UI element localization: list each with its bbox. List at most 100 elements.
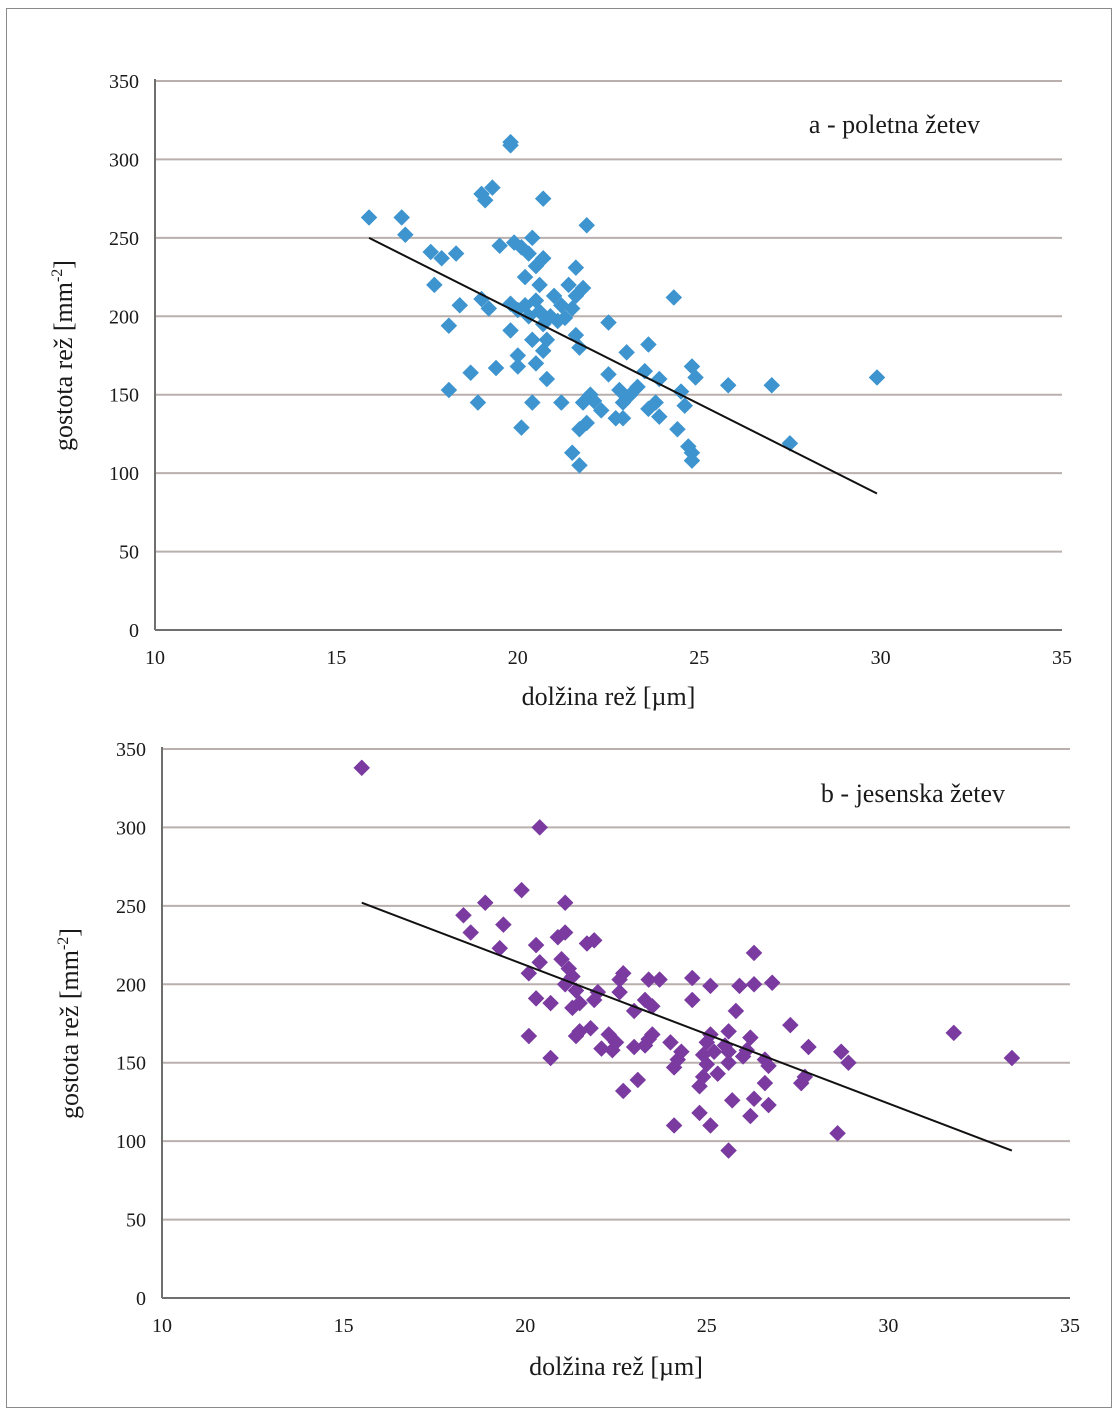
- chart-b-data-point: [720, 1142, 737, 1159]
- chart-b-data-point: [683, 991, 701, 1009]
- chart-b-trend-line: [361, 901, 1013, 1152]
- chart-a-data-point: [534, 249, 552, 267]
- chart-b-data-point: [455, 906, 472, 924]
- chart-b-data-point: [520, 1027, 538, 1045]
- chart-b-y-tick-label: 150: [116, 1053, 146, 1075]
- chart-b-data-point: [691, 1104, 708, 1122]
- chart-a-data-point: [571, 339, 588, 357]
- chart-b-y-tick-label: 300: [116, 817, 146, 839]
- chart-b-data-point: [945, 1024, 963, 1042]
- chart-b-y-tick-label: 250: [116, 896, 146, 918]
- chart-a-data-point: [868, 369, 886, 386]
- chart-a-data-point: [523, 331, 541, 349]
- chart-a-data-point: [563, 300, 581, 317]
- chart-panel-a: 0 50 100 150 200 250 300 350 10 15 20 25 30 35 a - pol…: [49, 71, 1072, 711]
- chart-b-y-label-end: ]: [55, 928, 84, 937]
- chart-b-data-point: [614, 964, 632, 982]
- chart-b-data-point: [593, 1040, 610, 1057]
- figure-frame: [6, 8, 1112, 1408]
- chart-b-data-point: [462, 924, 480, 941]
- chart-b-x-tick-label: 15: [334, 1315, 354, 1337]
- chart-panel-b: 0 50 100 150 200 250 300 350 10 15 20 25 30 35 b - jes…: [55, 739, 1080, 1381]
- chart-b-y-axis-label: gostota rež [mm-2]: [55, 928, 84, 1119]
- chart-a-x-axis-label: dolžina rež [µm]: [522, 682, 696, 711]
- chart-a-x-tick-label: 35: [1052, 647, 1072, 669]
- chart-a-data-point: [560, 276, 577, 294]
- chart-b-x-tick-label: 25: [697, 1315, 717, 1337]
- chart-a-y-label-end: ]: [49, 260, 78, 269]
- chart-b-data-point: [756, 1074, 774, 1092]
- chart-a-data-point: [600, 365, 617, 383]
- chart-a-data-point: [360, 209, 378, 226]
- chart-a-data-point: [396, 226, 414, 244]
- chart-b-data-point: [643, 1026, 661, 1043]
- chart-b-data-point: [745, 1090, 763, 1108]
- chart-a-data-point: [672, 383, 690, 400]
- chart-b-data-point: [520, 964, 538, 982]
- chart-a-data-point: [491, 237, 509, 255]
- chart-b-title: b - jesenska žetev: [821, 779, 1005, 808]
- chart-a-data-point: [538, 370, 556, 388]
- chart-b-data-point: [495, 916, 512, 934]
- chart-b-data-point: [702, 977, 719, 995]
- chart-a-data-point: [676, 397, 694, 415]
- chart-a-data-point: [629, 378, 646, 396]
- chart-a-y-tick-label: 300: [109, 149, 139, 171]
- chart-b-data-point: [702, 1026, 719, 1043]
- chart-b-data-point: [720, 1043, 737, 1061]
- chart-b-data-point: [571, 994, 589, 1012]
- chart-a-data-point: [719, 376, 737, 394]
- chart-b-data-point: [760, 1057, 777, 1075]
- chart-b-data-point: [651, 971, 668, 988]
- chart-a-data-point: [545, 287, 563, 305]
- chart-a-data-point: [462, 364, 479, 382]
- chart-b-data-point: [527, 936, 545, 954]
- chart-a-x-tick-label: 25: [689, 647, 709, 669]
- chart-a-y-tick-label: 50: [119, 542, 139, 564]
- chart-b-data-point: [673, 1043, 690, 1061]
- chart-a-data-point: [469, 394, 487, 411]
- chart-a-y-axis-label: gostota rež [mm-2]: [49, 260, 78, 451]
- chart-b-data-point: [553, 950, 570, 968]
- chart-a-data-point: [480, 300, 498, 317]
- chart-a-y-label-main: gostota rež [mm: [49, 282, 78, 451]
- chart-b-x-axis-label: dolžina rež [µm]: [529, 1352, 703, 1381]
- chart-a-data-point: [647, 394, 665, 411]
- chart-a-data-point: [520, 245, 538, 262]
- chart-b-data-point: [760, 1096, 777, 1114]
- chart-b-y-tick-label: 200: [116, 974, 146, 996]
- chart-a-data-point: [523, 229, 541, 247]
- chart-a-data-point: [600, 314, 617, 331]
- chart-a-data-point: [585, 392, 603, 410]
- chart-b-y-label-sup: -2: [55, 937, 72, 950]
- chart-b-data-point: [353, 759, 371, 777]
- chart-a-data-point: [502, 322, 519, 339]
- chart-a-x-tick-label: 10: [145, 647, 165, 669]
- chart-b-data-point: [683, 969, 701, 987]
- chart-a-data-point: [614, 409, 632, 427]
- chart-a-data-point: [538, 331, 556, 349]
- chart-b-data-point: [582, 1019, 599, 1037]
- chart-b-y-tick-label: 50: [126, 1210, 146, 1232]
- chart-b-data-point: [1003, 1049, 1021, 1067]
- chart-a-data-point: [531, 276, 548, 294]
- chart-b-data-point: [702, 1117, 719, 1134]
- chart-b-data-point: [742, 1029, 759, 1046]
- chart-b-data-point: [694, 1068, 712, 1086]
- chart-b-x-tick-label: 10: [152, 1315, 172, 1337]
- chart-b-data-point: [720, 1054, 737, 1072]
- chart-a-data-point: [567, 259, 585, 277]
- chart-b-y-tick-label: 100: [116, 1131, 146, 1153]
- chart-b-data-point: [800, 1038, 817, 1056]
- chart-b-x-tick-label: 35: [1060, 1315, 1080, 1337]
- chart-b-data-point: [629, 1071, 647, 1089]
- chart-b-data-point: [745, 975, 763, 993]
- chart-a-data-point: [687, 369, 704, 386]
- chart-b-y-tick-label: 350: [116, 739, 146, 761]
- chart-a-data-point: [516, 268, 534, 286]
- chart-a-data-point: [487, 359, 505, 377]
- chart-a-data-point: [763, 376, 781, 394]
- chart-b-data-point: [542, 1049, 559, 1067]
- chart-b-data-point: [742, 1107, 759, 1125]
